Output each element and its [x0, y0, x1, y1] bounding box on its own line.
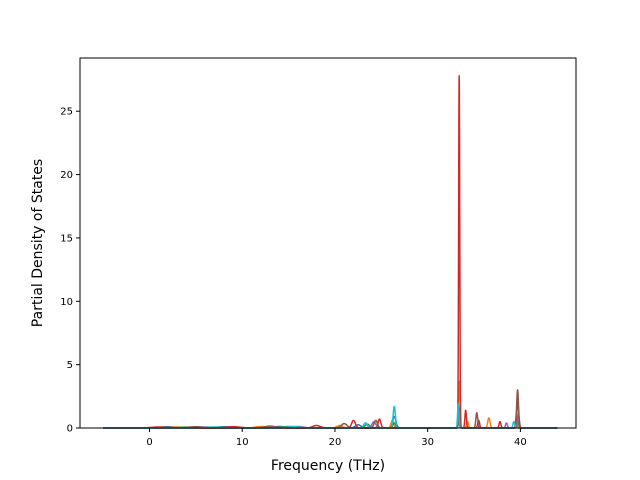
x-tick-label: 10	[236, 437, 249, 448]
y-axis-label: Partial Density of States	[30, 159, 46, 327]
x-tick-label: 20	[329, 437, 342, 448]
plot-frame	[79, 57, 577, 429]
y-tick-label: 15	[60, 233, 73, 244]
y-tick-label: 0	[67, 424, 73, 435]
x-tick-label: 30	[421, 437, 434, 448]
y-axis: 0 5 10 15 20 25	[60, 107, 80, 435]
y-tick-label: 20	[60, 170, 73, 181]
x-tick-label: 0	[146, 437, 152, 448]
y-tick-label: 5	[67, 360, 73, 371]
x-axis: 0 10 20 30 40	[146, 428, 527, 448]
y-tick-label: 10	[60, 297, 73, 308]
y-tick-label: 25	[60, 107, 73, 118]
x-tick-label: 40	[514, 437, 527, 448]
x-axis-label: Frequency (THz)	[271, 458, 385, 474]
plot-area-background	[80, 58, 576, 428]
